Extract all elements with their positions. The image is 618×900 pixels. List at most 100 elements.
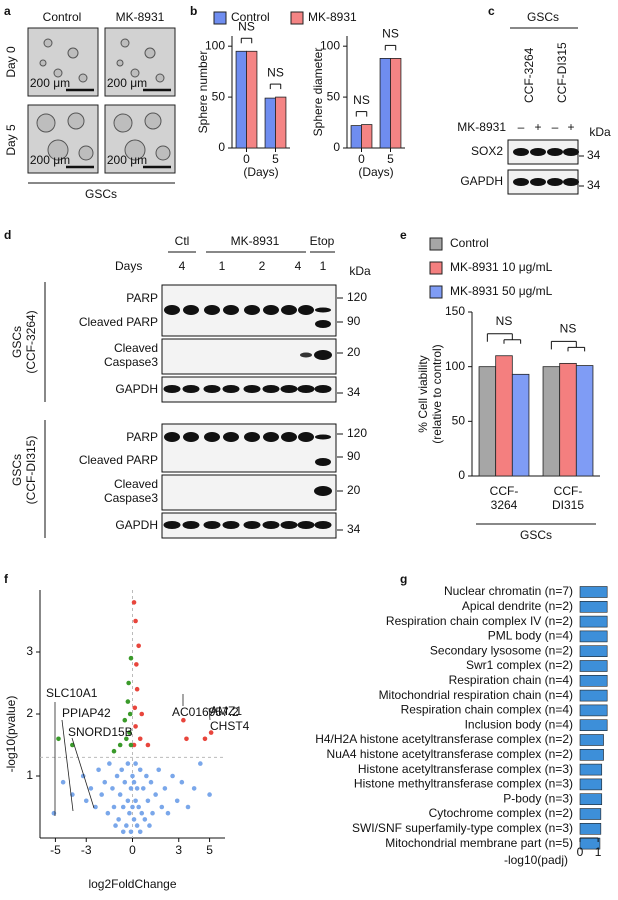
point <box>124 736 129 742</box>
x-tick-label: 0 <box>243 152 250 166</box>
point <box>207 792 212 797</box>
band <box>314 521 332 529</box>
x-tick-label: CCF- 3264 <box>489 484 519 512</box>
blot-label: Cleaved Caspase3 <box>103 477 158 505</box>
row-label: Day 5 <box>4 124 18 156</box>
significance-label: NS <box>382 27 399 41</box>
point <box>117 742 123 748</box>
y-axis-label: Sphere diameter <box>311 48 325 137</box>
sphere <box>144 112 162 130</box>
bar <box>579 734 604 746</box>
point <box>139 810 145 816</box>
kda-label: 34 <box>587 178 601 192</box>
band <box>298 432 314 442</box>
band <box>530 148 546 156</box>
category-label: Mitochondrial respiration chain (n=4) <box>379 688 573 702</box>
band <box>243 385 261 393</box>
band <box>262 385 280 393</box>
band <box>315 320 331 328</box>
point <box>128 742 134 748</box>
point <box>174 798 180 804</box>
bar <box>275 96 287 149</box>
x-tick-label: 3 <box>175 843 182 857</box>
point <box>127 711 133 717</box>
cell-line-label: GSCs (CCF-DI315) <box>10 435 38 505</box>
band <box>263 432 279 442</box>
y-tick-label: 1 <box>26 768 33 782</box>
point <box>114 773 120 779</box>
sphere <box>144 47 156 59</box>
x-tick-label: -5 <box>50 843 61 857</box>
point <box>125 798 131 804</box>
significance-label: NS <box>496 314 513 328</box>
blot-label: GAPDH <box>115 382 158 396</box>
gene-label: PPIAP42 <box>62 706 111 720</box>
x-axis-label: GSCs <box>520 528 552 542</box>
bar <box>579 719 608 732</box>
point <box>128 829 134 835</box>
band <box>281 432 297 442</box>
y-axis-label: -log10(pvalue) <box>4 696 18 773</box>
bar <box>579 586 608 598</box>
scale-bar-label: 200 μm <box>30 76 70 90</box>
point <box>144 773 149 779</box>
blot-label: GAPDH <box>115 518 158 532</box>
band <box>297 521 315 529</box>
point <box>131 600 137 605</box>
bar <box>478 366 497 477</box>
point <box>184 736 189 742</box>
bar <box>579 660 608 672</box>
bar <box>579 645 608 658</box>
point <box>133 724 138 729</box>
day-label: 2 <box>259 259 266 273</box>
x-axis-label: -log10(padj) <box>504 853 568 867</box>
band <box>563 178 579 186</box>
point <box>125 761 131 766</box>
point <box>127 810 132 816</box>
sphere <box>155 145 171 161</box>
sphere <box>36 113 56 133</box>
x-tick-label: -3 <box>81 843 92 857</box>
sphere <box>67 47 79 59</box>
cell-line-label: CCF-3264 <box>522 47 536 103</box>
scale-bar-label: 200 μm <box>30 153 70 167</box>
point <box>116 817 121 822</box>
band <box>222 385 240 393</box>
point <box>127 730 132 735</box>
point <box>134 686 140 692</box>
band <box>203 521 221 529</box>
point <box>134 823 140 828</box>
band <box>183 305 199 315</box>
legend-label: Control <box>231 10 270 24</box>
panel-letter: g <box>400 572 407 586</box>
point <box>134 662 139 667</box>
cell-line-label: GSCs (CCF-3264) <box>10 310 38 374</box>
band <box>298 305 314 315</box>
cell-line-label: CCF-DI315 <box>555 42 569 103</box>
band <box>244 305 260 315</box>
point <box>119 767 125 773</box>
y-tick-label: 100 <box>445 359 465 373</box>
band <box>315 458 331 466</box>
bar <box>579 704 608 717</box>
panel-letter: c <box>488 4 495 18</box>
category-label: Cytochrome complex (n=2) <box>429 806 573 820</box>
gene-label: AMZ1 <box>210 704 242 718</box>
bar <box>579 600 608 613</box>
y-tick-label: 0 <box>458 468 465 482</box>
panel-letter: b <box>190 4 197 18</box>
category-label: H4/H2A histone acetyltransferase complex… <box>315 732 573 746</box>
condition-label: Ctl <box>175 234 190 248</box>
row-label: Day 0 <box>4 46 18 78</box>
panel-letter: f <box>4 572 9 586</box>
point <box>111 748 117 754</box>
legend-swatch <box>429 285 443 299</box>
band <box>297 385 315 393</box>
band <box>547 178 563 186</box>
x-tick-label: 0 <box>358 152 365 166</box>
y-tick-label: 50 <box>327 89 341 103</box>
day-label: 4 <box>179 259 186 273</box>
bar <box>579 778 603 791</box>
